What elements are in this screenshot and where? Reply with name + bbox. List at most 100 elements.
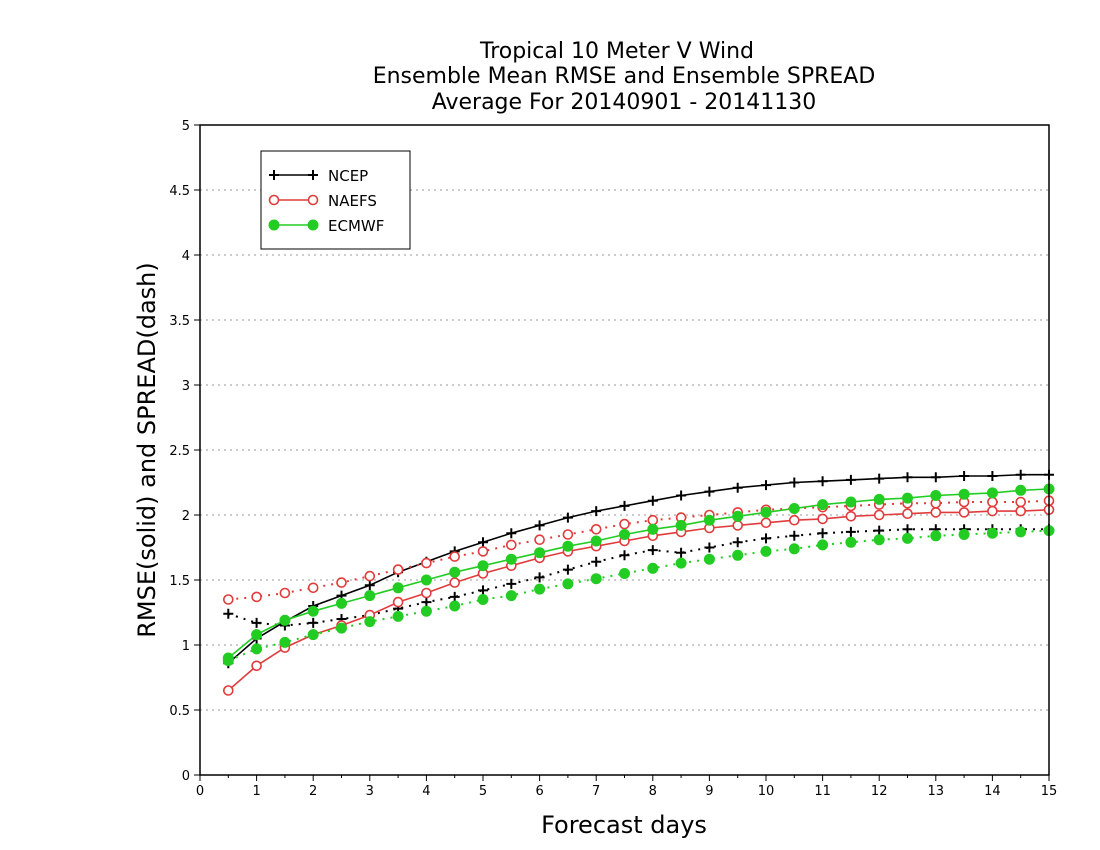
data-point-naefs-spread	[562, 529, 574, 540]
data-point-naefs-spread	[364, 570, 376, 582]
data-point-ncep-spread	[676, 547, 687, 558]
data-point-ecmwf-rmse	[562, 540, 574, 552]
data-point-naefs-rmse	[987, 505, 998, 517]
data-point-ncep-spread	[619, 550, 630, 561]
data-point-ecmwf-spread	[364, 616, 376, 628]
data-point-naefs-rmse	[958, 507, 970, 518]
x-tick-label: 15	[1041, 784, 1058, 799]
x-tick-label: 4	[422, 784, 430, 799]
data-point-ecmwf-spread	[760, 545, 772, 557]
data-point-ncep-spread	[478, 585, 488, 596]
x-tick-label: 6	[535, 784, 543, 799]
data-point-ecmwf-spread	[788, 543, 800, 555]
data-point-ecmwf-spread	[279, 636, 291, 648]
y-tick-label: 3	[182, 379, 190, 394]
data-point-ecmwf-rmse	[364, 590, 376, 602]
data-point-naefs-rmse	[251, 660, 262, 672]
data-point-ecmwf-rmse	[873, 493, 885, 505]
data-point-ncep-rmse	[902, 472, 913, 483]
grid	[200, 189, 1049, 711]
data-point-ncep-spread	[421, 597, 432, 608]
data-point-naefs-rmse	[392, 596, 404, 608]
data-point-ecmwf-spread	[845, 536, 857, 548]
data-point-ncep-spread	[789, 530, 800, 541]
data-point-ncep-spread	[308, 617, 319, 628]
axis-ticks	[194, 124, 1050, 781]
legend-marker-naefs	[268, 194, 280, 206]
data-point-ecmwf-rmse	[336, 597, 347, 609]
y-tick-label: 1.5	[169, 574, 190, 589]
data-point-naefs-rmse	[449, 577, 461, 588]
data-point-ncep-rmse	[930, 472, 941, 483]
data-point-ecmwf-spread	[562, 578, 574, 590]
data-point-ecmwf-spread	[817, 539, 829, 551]
data-point-ecmwf-rmse	[619, 529, 630, 540]
y-tick-label: 1	[182, 639, 190, 654]
data-point-naefs-spread	[1015, 496, 1027, 508]
x-tick-label: 3	[366, 784, 374, 799]
data-point-ecmwf-rmse	[675, 519, 687, 531]
legend-label-ecmwf: ECMWF	[328, 217, 384, 235]
data-point-naefs-spread	[336, 577, 347, 588]
legend: NCEP NAEFS ECMWF	[260, 150, 411, 250]
x-tick-label: 1	[252, 784, 260, 799]
data-point-ecmwf-spread	[307, 629, 319, 641]
data-point-ncep-spread	[761, 533, 771, 544]
data-point-naefs-spread	[251, 591, 262, 603]
data-point-ecmwf-rmse	[307, 605, 319, 617]
data-point-ecmwf-rmse	[251, 629, 263, 641]
data-point-ncep-spread	[902, 524, 913, 535]
data-point-naefs-spread	[223, 594, 234, 605]
data-point-naefs-rmse	[760, 517, 772, 529]
legend-label-naefs: NAEFS	[328, 192, 377, 210]
data-point-ecmwf-rmse	[986, 487, 998, 499]
data-point-ncep-spread	[647, 545, 658, 556]
series-line-ecmwf-spread	[227, 529, 1050, 662]
data-point-ecmwf-spread	[251, 643, 263, 655]
data-point-ecmwf-rmse	[732, 510, 744, 522]
data-point-ecmwf-spread	[958, 529, 970, 540]
data-point-ncep-spread	[449, 591, 460, 602]
data-point-naefs-rmse	[873, 509, 885, 521]
data-point-ecmwf-rmse	[760, 506, 772, 518]
data-point-naefs-rmse	[817, 513, 828, 525]
data-point-naefs-rmse	[223, 685, 234, 696]
data-point-naefs-spread	[449, 551, 461, 562]
data-point-ncep-rmse	[987, 471, 998, 481]
data-point-naefs-spread	[987, 496, 998, 508]
y-tick-label: 4	[182, 249, 190, 264]
data-point-ecmwf-rmse	[222, 652, 234, 664]
data-point-ncep-spread	[874, 525, 885, 536]
x-tick-label: 11	[814, 784, 831, 799]
data-point-ecmwf-spread	[477, 594, 489, 605]
series-line-ncep-spread	[227, 528, 1049, 627]
x-tick-label: 14	[984, 784, 1001, 799]
data-point-ncep-spread	[223, 608, 234, 619]
data-point-naefs-spread	[477, 546, 489, 557]
y-tick-label: 2.5	[169, 444, 190, 459]
data-point-ecmwf-rmse	[279, 614, 291, 626]
data-point-ecmwf-rmse	[477, 560, 489, 572]
data-point-ecmwf-spread	[336, 622, 347, 634]
data-point-ecmwf-spread	[392, 610, 404, 622]
data-point-ncep-spread	[845, 526, 856, 537]
chart-title: Tropical 10 Meter V Wind Ensemble Mean R…	[373, 39, 876, 115]
x-tick-label: 13	[928, 784, 945, 799]
data-point-naefs-rmse	[1015, 505, 1027, 517]
data-point-ncep-spread	[704, 542, 715, 553]
data-point-ncep-rmse	[704, 486, 715, 497]
data-point-ecmwf-rmse	[930, 490, 942, 501]
data-point-ncep-spread	[817, 528, 828, 539]
data-point-ncep-spread	[534, 572, 545, 583]
data-point-ecmwf-spread	[619, 568, 630, 579]
y-axis-label: RMSE(solid) and SPREAD(dash)	[133, 262, 161, 638]
data-point-ecmwf-spread	[420, 605, 432, 617]
data-point-ncep-rmse	[959, 471, 970, 481]
data-point-naefs-rmse	[930, 507, 942, 518]
x-tick-label: 8	[649, 784, 657, 799]
data-point-ncep-rmse	[506, 528, 517, 539]
x-tick-label: 9	[705, 784, 713, 799]
data-point-ecmwf-rmse	[420, 574, 432, 586]
data-point-ecmwf-spread	[647, 562, 659, 574]
data-point-ecmwf-spread	[986, 527, 998, 539]
